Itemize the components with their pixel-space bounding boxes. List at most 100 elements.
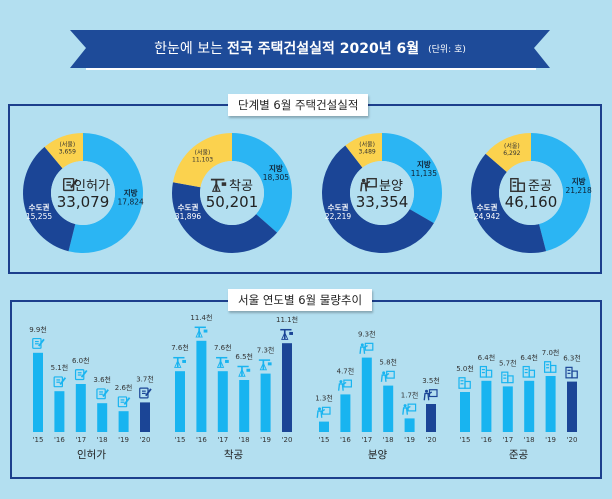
presentation-icon (423, 389, 438, 401)
pen-shape (38, 338, 45, 347)
x-tick-label: '17 (502, 436, 513, 444)
building-tall (479, 365, 487, 378)
donut-hole (350, 161, 414, 225)
donut-center-title: 분양 (379, 179, 403, 194)
x-tick-label: '20 (140, 436, 151, 444)
x-tick-label: '17 (217, 436, 228, 444)
bar-data-label: 6.5천 (235, 352, 253, 361)
crane-icon (280, 328, 293, 340)
x-tick-label: '18 (97, 436, 108, 444)
person-body (316, 409, 326, 418)
x-tick-label: '18 (239, 436, 250, 444)
label-local-name: 지방 (269, 163, 283, 173)
person-head (361, 178, 366, 183)
donut-center-total: 46,160 (505, 193, 558, 211)
x-tick-label: '15 (33, 436, 44, 444)
presentation-icon (380, 370, 395, 382)
bar (426, 404, 436, 432)
label-local-value: 17,824 (118, 198, 144, 207)
person-head (339, 380, 343, 384)
presentation-icon (360, 177, 377, 192)
building-tall (522, 365, 530, 378)
label-capital-value: 22,219 (325, 212, 351, 221)
label-seoul-name: (서울) (504, 142, 520, 150)
label-seoul-name: (서울) (359, 140, 375, 148)
building-tall (565, 366, 573, 379)
donut-center-total: 33,079 (57, 193, 110, 211)
donut-center-title: 준공 (528, 179, 552, 194)
donut-slice-local (531, 133, 592, 252)
bar-data-label: 5.0천 (456, 364, 474, 373)
x-tick-label: '16 (196, 436, 207, 444)
crane-icon (210, 178, 227, 192)
building-low (549, 364, 557, 373)
crane-load (182, 359, 186, 363)
label-seoul-value: 11,103 (192, 157, 213, 164)
person-body (359, 345, 368, 354)
unit-note: (단위: 호) (428, 44, 466, 55)
bar-group-title: 준공 (509, 449, 529, 461)
donut-slice-seoul (485, 133, 531, 173)
building-low (485, 369, 493, 378)
bar (481, 380, 492, 432)
bar-data-label: 6.0천 (72, 356, 90, 365)
donut-slice-capital (23, 146, 76, 252)
crane-load (289, 331, 293, 335)
donut-slice-capital (322, 145, 434, 254)
label-capital-name: 수도권 (477, 202, 498, 212)
bar (175, 371, 185, 432)
bar (217, 371, 228, 432)
crane-load (203, 329, 208, 333)
x-tick-label: '15 (319, 436, 330, 444)
pen-shape (80, 369, 88, 378)
crane-icon (258, 359, 272, 371)
label-capital-name: 수도권 (328, 202, 349, 212)
crane-load (225, 359, 229, 363)
donut-hole (499, 161, 563, 225)
bar-data-label: 2.6천 (115, 383, 133, 392)
bar (524, 380, 535, 432)
document-pen-icon (74, 369, 88, 381)
bar (460, 392, 470, 432)
bar (75, 384, 86, 432)
bar (545, 376, 556, 432)
donut-slice-capital (471, 153, 547, 254)
x-tick-label: '19 (260, 436, 271, 444)
label-capital-value: 31,896 (175, 212, 201, 221)
building-icon (543, 361, 557, 373)
donut-slice-seoul (345, 133, 382, 168)
presentation-icon (402, 403, 417, 415)
presentation-icon (337, 379, 352, 391)
x-tick-label: '20 (426, 436, 437, 444)
x-tick-label: '15 (175, 436, 186, 444)
x-tick-label: '17 (75, 436, 86, 444)
bar (404, 418, 415, 432)
x-tick-label: '18 (524, 436, 535, 444)
donut-hole (51, 161, 115, 225)
presentation-icon (359, 342, 374, 354)
building-icon (565, 366, 578, 379)
bar-data-label: 3.7천 (136, 374, 154, 383)
donut-center-total: 33,354 (356, 193, 409, 211)
bar (118, 411, 129, 432)
crane-icon (237, 365, 251, 377)
building-icon (458, 377, 471, 389)
bar-data-label: 9.9천 (29, 325, 47, 334)
bar-group-착공: 7.6천 '15 11.4천 '16 7.6천 '17 6.5천 '18 7.3천 '19 11.1… (171, 313, 298, 461)
bar (97, 403, 108, 432)
building-icon (510, 177, 526, 193)
label-local-name: 지방 (417, 159, 431, 169)
donut-center-total: 50,201 (206, 193, 259, 211)
label-local-value: 21,218 (566, 186, 592, 195)
bar (502, 386, 513, 432)
bar-data-label: 5.1천 (51, 363, 69, 372)
donut-center-title: 착공 (229, 179, 253, 194)
pen-shape (59, 377, 67, 386)
bar (140, 402, 150, 432)
donut-slice-seoul (172, 133, 232, 188)
title-main: 전국 주택건설실적 2020년 6월 (226, 41, 420, 57)
